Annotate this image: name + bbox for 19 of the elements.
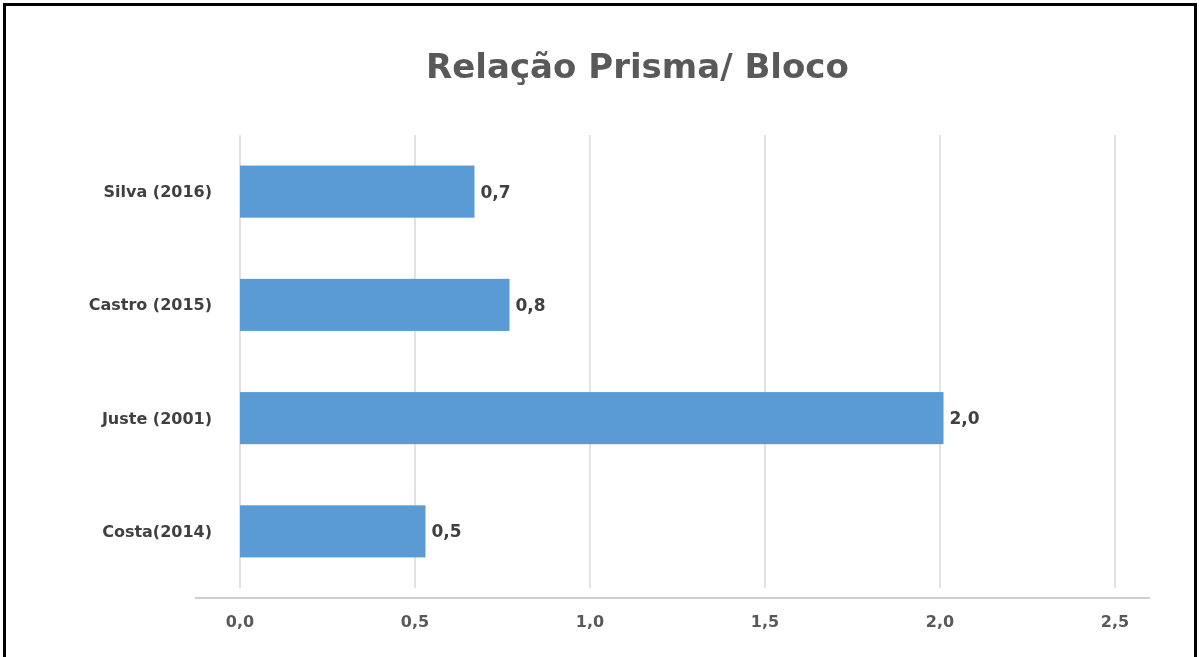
bar	[240, 505, 426, 558]
chart-title: Relação Prisma/ Bloco	[426, 46, 849, 86]
x-tick-label: 2,0	[925, 612, 955, 631]
y-tick-label: Juste (2001)	[100, 408, 212, 428]
bar	[240, 278, 510, 331]
x-tick-label: 0,0	[225, 612, 255, 631]
data-label: 0,8	[515, 294, 546, 315]
x-tick-label: 2,5	[1100, 612, 1130, 631]
x-tick-label: 0,5	[400, 612, 430, 631]
x-tick-label: 1,5	[750, 612, 780, 631]
y-tick-label: Costa(2014)	[102, 521, 212, 541]
bar	[240, 165, 475, 218]
y-tick-label: Silva (2016)	[103, 182, 212, 202]
data-label: 2,0	[949, 408, 980, 429]
data-label: 0,7	[480, 181, 511, 202]
y-tick-label: Castro (2015)	[88, 295, 212, 315]
bar	[240, 392, 944, 445]
x-tick-label: 1,0	[575, 612, 605, 631]
data-label: 0,5	[431, 521, 462, 542]
